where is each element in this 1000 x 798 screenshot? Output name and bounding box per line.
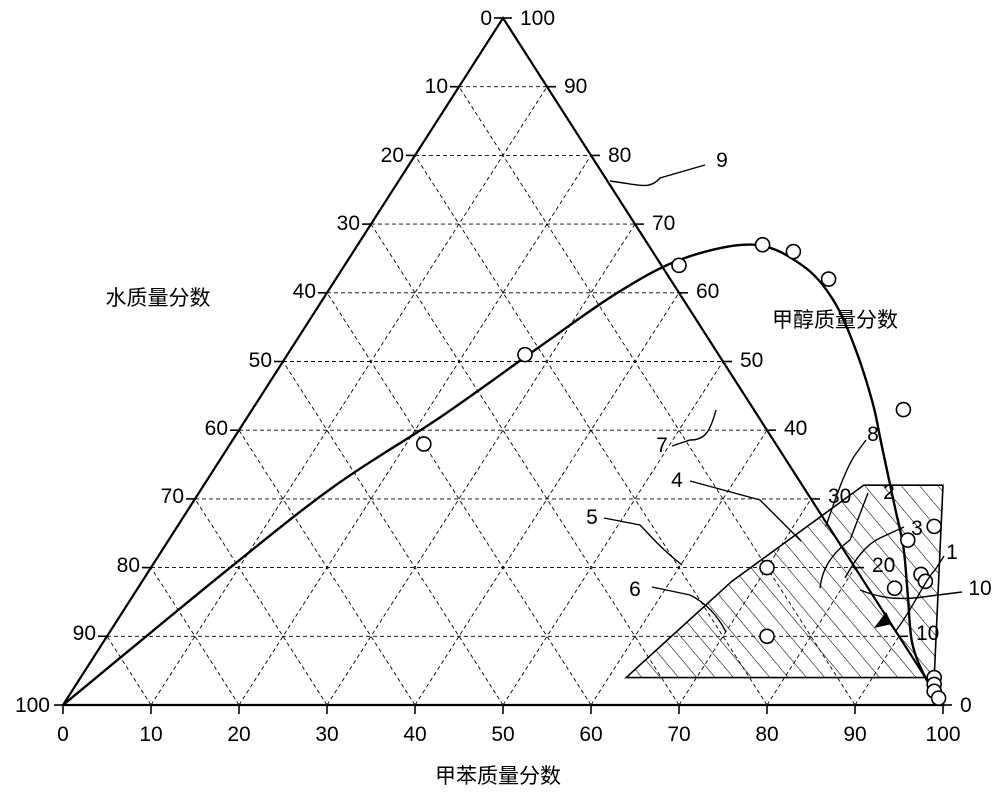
- data-point: [820, 271, 837, 287]
- bottom-tick-label: 20: [227, 723, 250, 746]
- left-tick-label: 20: [381, 144, 404, 167]
- callout-label-5: 5: [586, 506, 598, 529]
- left-tick-label: 40: [293, 280, 316, 303]
- data-point: [926, 518, 943, 535]
- callout-leader: [603, 517, 683, 566]
- grid-line: [590, 429, 768, 706]
- callout-leader: [609, 164, 706, 187]
- left-tick-label: 30: [337, 212, 360, 235]
- grid-line: [370, 223, 680, 706]
- data-point: [899, 532, 916, 548]
- callout-leader: [894, 555, 945, 633]
- callout-leader: [651, 586, 727, 633]
- bottom-tick-label: 80: [755, 723, 778, 746]
- grid-lines: [106, 86, 900, 706]
- callout-leaders: [603, 164, 963, 633]
- right-tick-label: 50: [740, 349, 763, 372]
- data-point: [754, 236, 771, 253]
- grid-line: [326, 223, 636, 706]
- binodal-curve: [62, 243, 942, 706]
- data-points: [415, 236, 947, 706]
- left-axis-title: 水质量分数: [106, 286, 211, 310]
- bottom-tick-label: 90: [843, 723, 866, 746]
- right-tick-label: 40: [784, 417, 807, 440]
- left-tick-label: 80: [117, 554, 140, 577]
- right-axis-title: 甲醇质量分数: [772, 308, 898, 332]
- data-point: [517, 346, 533, 363]
- callout-label-6: 6: [629, 578, 641, 601]
- data-point: [785, 243, 802, 260]
- left-tick-label: 0: [480, 7, 492, 30]
- right-tick-label: 10: [916, 622, 939, 645]
- right-tick-label: 90: [564, 75, 587, 98]
- grid-line: [238, 429, 416, 706]
- left-tick-label: 60: [205, 417, 228, 440]
- right-tick-label: 70: [652, 212, 675, 235]
- data-point: [886, 580, 903, 597]
- bottom-tick-label: 100: [925, 723, 960, 746]
- callout-labels: 1 2 3 4 5 6 7 8 9 10: [586, 149, 992, 601]
- callout-leader: [844, 526, 905, 579]
- left-tick-label: 70: [161, 485, 184, 508]
- right-tick-label: 60: [696, 280, 719, 303]
- right-tick-label: 100: [520, 7, 555, 30]
- right-tick-label: 20: [872, 554, 895, 577]
- left-tick-label: 90: [73, 622, 96, 645]
- callout-leader: [825, 439, 867, 527]
- callout-label-3: 3: [911, 517, 923, 540]
- data-point: [759, 628, 775, 645]
- bottom-axis-title: 甲苯质量分数: [435, 764, 561, 788]
- bottom-tick-labels: 0 10 20 30 40 50 60 70 80 90 100: [57, 723, 960, 746]
- bottom-tick-label: 10: [139, 723, 162, 746]
- data-point: [671, 257, 687, 274]
- data-point: [759, 559, 775, 576]
- data-point: [930, 690, 947, 706]
- callout-label-9: 9: [716, 149, 728, 172]
- left-tick-label: 10: [425, 75, 448, 98]
- bottom-tick-label: 50: [491, 723, 514, 746]
- grid-line: [150, 86, 548, 706]
- data-point: [895, 401, 912, 418]
- left-tick-label: 50: [249, 349, 272, 372]
- callout-leader: [671, 409, 717, 447]
- right-tick-label: 80: [608, 144, 631, 167]
- callout-leader: [689, 480, 802, 542]
- callout-arrowhead: [874, 612, 892, 628]
- grid-line: [502, 361, 724, 706]
- bottom-tick-label: 70: [667, 723, 690, 746]
- right-tick-label: 0: [960, 694, 972, 717]
- grid-line: [238, 155, 592, 706]
- bottom-tick-label: 40: [403, 723, 426, 746]
- bottom-tick-label: 30: [315, 723, 338, 746]
- data-point: [415, 436, 432, 452]
- callout-label-7: 7: [656, 434, 668, 457]
- bottom-tick-label: 0: [57, 723, 69, 746]
- tick-marks: [54, 17, 952, 714]
- callout-leader: [819, 492, 869, 589]
- callout-label-1: 1: [946, 541, 958, 564]
- grid-line: [150, 567, 240, 706]
- left-tick-label: 100: [15, 694, 50, 717]
- bottom-tick-label: 60: [579, 723, 602, 746]
- right-tick-label: 30: [828, 485, 851, 508]
- callout-label-8: 8: [867, 423, 879, 446]
- callout-leader: [859, 589, 963, 600]
- shaded-region: [624, 484, 944, 679]
- callout-label-10: 10: [968, 577, 991, 600]
- callout-label-2: 2: [883, 481, 895, 504]
- grid-line: [194, 498, 328, 706]
- grid-line: [282, 361, 504, 706]
- grid-line: [106, 636, 152, 706]
- left-tick-labels: 0 10 20 30 40 50 60 70 80 90 100: [15, 7, 492, 717]
- right-tick-labels: 100 90 80 70 60 50 40 30 20 10 0: [520, 7, 972, 717]
- callout-label-4: 4: [671, 469, 683, 492]
